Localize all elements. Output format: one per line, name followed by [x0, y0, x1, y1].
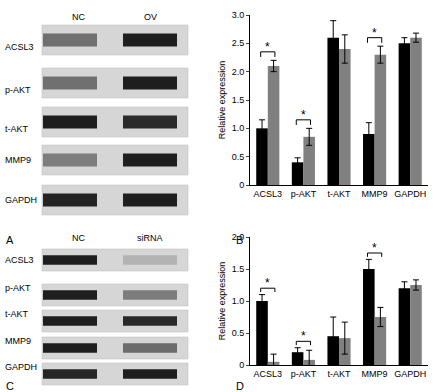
svg-text:*: *: [265, 40, 270, 54]
svg-text:1.0: 1.0: [232, 123, 245, 133]
svg-text:GAPDH: GAPDH: [5, 195, 37, 205]
svg-text:MMP9: MMP9: [362, 369, 388, 379]
svg-text:GAPDH: GAPDH: [5, 362, 37, 372]
svg-text:p-AKT: p-AKT: [5, 85, 31, 95]
svg-text:*: *: [301, 329, 306, 343]
svg-text:NC: NC: [72, 12, 85, 22]
svg-text:B: B: [236, 234, 243, 246]
svg-text:p-AKT: p-AKT: [5, 283, 31, 293]
svg-text:t-AKT: t-AKT: [5, 124, 29, 134]
svg-text:siRNA: siRNA: [137, 233, 163, 243]
svg-text:1.5: 1.5: [232, 264, 245, 274]
svg-text:C: C: [6, 380, 14, 392]
svg-text:0.5: 0.5: [232, 152, 245, 162]
svg-text:*: *: [265, 276, 270, 290]
svg-text:OV: OV: [144, 12, 157, 22]
svg-text:Relative expression: Relative expression: [217, 61, 227, 140]
svg-text:GAPDH: GAPDH: [394, 369, 426, 379]
svg-text:0: 0: [239, 180, 244, 190]
svg-text:p-AKT: p-AKT: [291, 369, 317, 379]
svg-text:t-AKT: t-AKT: [5, 309, 29, 319]
svg-text:2.5: 2.5: [232, 38, 245, 48]
svg-text:NC: NC: [72, 233, 85, 243]
svg-text:A: A: [6, 234, 14, 246]
svg-text:Relative expression: Relative expression: [217, 262, 227, 341]
svg-text:2.0: 2.0: [232, 67, 245, 77]
svg-text:ACSL3: ACSL3: [5, 255, 34, 265]
svg-text:p-AKT: p-AKT: [291, 189, 317, 199]
svg-text:GAPDH: GAPDH: [394, 189, 426, 199]
svg-text:MMP9: MMP9: [5, 155, 31, 165]
svg-text:MMP9: MMP9: [5, 336, 31, 346]
svg-text:t-AKT: t-AKT: [327, 369, 351, 379]
svg-text:*: *: [372, 241, 377, 255]
svg-text:0: 0: [239, 360, 244, 370]
svg-text:ACSL3: ACSL3: [5, 42, 34, 52]
svg-text:1.0: 1.0: [232, 296, 245, 306]
svg-text:*: *: [301, 108, 306, 122]
svg-text:ACSL3: ACSL3: [254, 189, 283, 199]
svg-text:3.0: 3.0: [232, 10, 245, 20]
svg-text:2.0: 2.0: [232, 232, 245, 242]
svg-text:*: *: [372, 26, 377, 40]
svg-text:1.5: 1.5: [232, 95, 245, 105]
svg-text:t-AKT: t-AKT: [327, 189, 351, 199]
svg-text:MMP9: MMP9: [362, 189, 388, 199]
svg-text:ACSL3: ACSL3: [254, 369, 283, 379]
svg-text:0.5: 0.5: [232, 328, 245, 338]
svg-text:D: D: [236, 380, 244, 392]
